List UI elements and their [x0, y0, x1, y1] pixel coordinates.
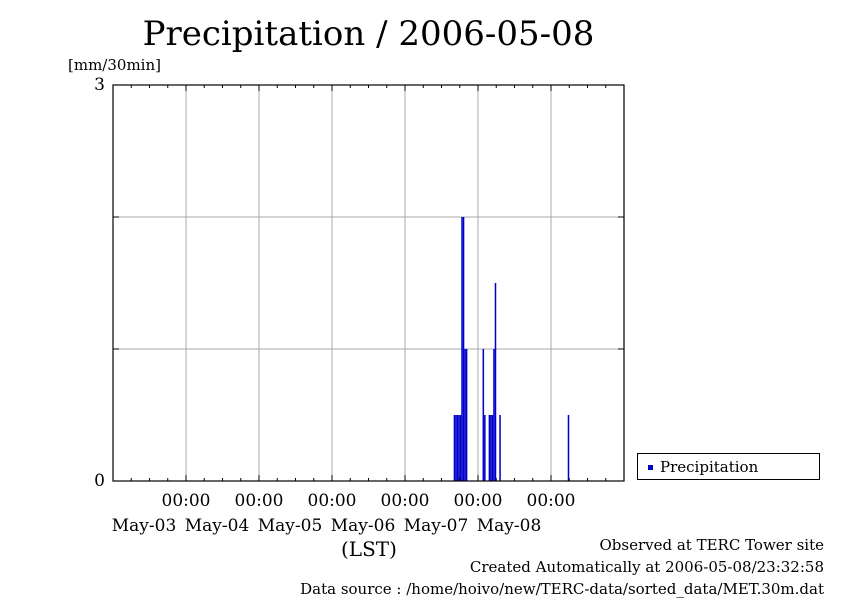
legend-swatch [648, 465, 653, 470]
x-tick-time-label: 00:00 [454, 491, 503, 511]
precipitation-bar [494, 283, 497, 481]
footer-observed: Observed at TERC Tower site [599, 536, 824, 554]
precipitation-bar [482, 349, 485, 481]
precipitation-bar [455, 415, 457, 481]
legend: Precipitation [637, 453, 820, 480]
precipitation-bar [484, 415, 486, 481]
y-axis-unit-label: [mm/30min] [68, 56, 161, 74]
x-tick-time-label: 00:00 [162, 491, 211, 511]
legend-label: Precipitation [660, 458, 759, 476]
footer-created: Created Automatically at 2006-05-08/23:3… [469, 558, 824, 576]
precipitation-bar [464, 349, 466, 481]
footer-source: Data source : /home/hoivo/new/TERC-data/… [300, 580, 824, 598]
precipitation-bar [465, 349, 468, 481]
x-tick-date-label: May-05 [258, 516, 323, 536]
grid-lines [113, 85, 624, 481]
precipitation-bar [499, 415, 501, 481]
precipitation-bar [456, 415, 459, 481]
tick-labels: 0 3 00:00 May-03 00:00 May-04 00:00 May-05 00:00… [94, 75, 575, 536]
precipitation-bar [490, 415, 492, 481]
x-tick-date-label: May-06 [331, 516, 396, 536]
precipitation-bar [458, 415, 460, 481]
precipitation-bar [493, 349, 495, 481]
precipitation-bars [453, 217, 570, 481]
precipitation-bar [459, 415, 462, 481]
axes [112, 84, 625, 482]
x-axis-label: (LST) [341, 537, 397, 561]
precipitation-bar [488, 415, 491, 481]
precipitation-bar [461, 217, 463, 481]
plot-frame [112, 84, 625, 482]
x-tick-time-label: 00:00 [527, 491, 576, 511]
y-tick-label: 0 [94, 471, 105, 491]
precipitation-bar [567, 415, 570, 481]
y-tick-label: 3 [94, 75, 105, 95]
chart-title: Precipitation / 2006-05-08 [142, 14, 595, 54]
x-tick-time-label: 00:00 [235, 491, 284, 511]
x-tick-date-label: May-07 [404, 516, 469, 536]
x-tick-date-label: May-08 [477, 516, 542, 536]
precipitation-bar [491, 415, 494, 481]
x-tick-time-label: 00:00 [308, 491, 357, 511]
x-tick-date-label: May-04 [185, 516, 250, 536]
x-tick-date-label: May-03 [112, 516, 177, 536]
precipitation-bar [462, 217, 465, 481]
ticks [112, 84, 625, 482]
x-tick-time-label: 00:00 [381, 491, 430, 511]
precipitation-bar [453, 415, 456, 481]
